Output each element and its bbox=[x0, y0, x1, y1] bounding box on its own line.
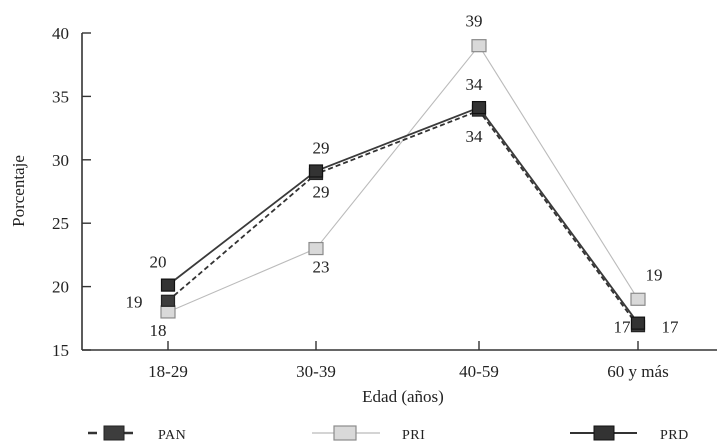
data-label-pri: 23 bbox=[313, 258, 330, 277]
data-label-prd: 34 bbox=[466, 75, 484, 94]
data-label-prd: 29 bbox=[313, 138, 330, 157]
data-point-prd bbox=[471, 100, 487, 115]
legend-item-pan: PAN bbox=[88, 425, 186, 442]
series-line-prd bbox=[167, 106, 639, 324]
y-tick-label: 15 bbox=[52, 341, 69, 360]
series-line-pan bbox=[167, 109, 639, 327]
series-pan bbox=[160, 104, 646, 333]
x-tick-label: 40-59 bbox=[459, 362, 499, 381]
data-label-pri: 18 bbox=[150, 321, 167, 340]
data-label-prd: 20 bbox=[150, 253, 167, 272]
legend-marker-pan bbox=[103, 425, 125, 441]
data-label-pan: 29 bbox=[313, 182, 330, 201]
axes bbox=[81, 33, 717, 351]
data-point-prd bbox=[160, 278, 176, 292]
data-point-pri bbox=[471, 39, 487, 53]
x-ticks: 18-29 30-39 40-59 60 y más bbox=[148, 341, 669, 381]
data-point-prd bbox=[308, 164, 324, 178]
data-label-pri: 19 bbox=[646, 265, 663, 284]
y-tick-label: 25 bbox=[52, 214, 69, 233]
legend-item-prd: PRD bbox=[570, 425, 689, 442]
legend-marker-prd bbox=[593, 425, 615, 441]
data-point-pri bbox=[308, 241, 324, 256]
series-prd bbox=[160, 100, 646, 330]
data-label-pan: 34 bbox=[466, 127, 484, 146]
y-tick-label: 20 bbox=[52, 278, 69, 297]
series-pri bbox=[160, 39, 646, 319]
legend-label-pan: PAN bbox=[158, 428, 186, 442]
data-point-pan bbox=[160, 294, 176, 307]
data-point-pri bbox=[160, 305, 176, 319]
legend-label-pri: PRI bbox=[402, 428, 425, 442]
data-label-prd: 17 bbox=[662, 318, 680, 337]
legend: PAN PRI PRD bbox=[88, 425, 689, 442]
legend-marker-pri bbox=[333, 425, 357, 441]
data-label-pan: 17 bbox=[614, 318, 632, 337]
data-point-pri bbox=[630, 292, 646, 306]
y-axis-title: Porcentaje bbox=[9, 155, 28, 227]
series-layer bbox=[160, 39, 646, 333]
y-ticks: 15 20 25 30 35 40 bbox=[52, 24, 91, 360]
x-axis-title: Edad (años) bbox=[362, 387, 444, 406]
y-tick-label: 30 bbox=[52, 151, 69, 170]
x-tick-label: 30-39 bbox=[296, 362, 336, 381]
y-tick-label: 40 bbox=[52, 24, 69, 43]
y-tick-label: 35 bbox=[52, 87, 69, 106]
x-tick-label: 60 y más bbox=[607, 362, 668, 381]
x-tick-label: 18-29 bbox=[148, 362, 188, 381]
data-point-prd bbox=[630, 316, 646, 330]
data-label-pan: 19 bbox=[126, 292, 143, 311]
legend-label-prd: PRD bbox=[660, 428, 689, 442]
legend-item-pri: PRI bbox=[312, 425, 425, 442]
data-label-pri: 39 bbox=[466, 12, 483, 31]
data-labels: 19 29 34 17 18 23 39 19 20 29 34 17 bbox=[126, 12, 680, 340]
series-line-pri bbox=[167, 44, 639, 313]
